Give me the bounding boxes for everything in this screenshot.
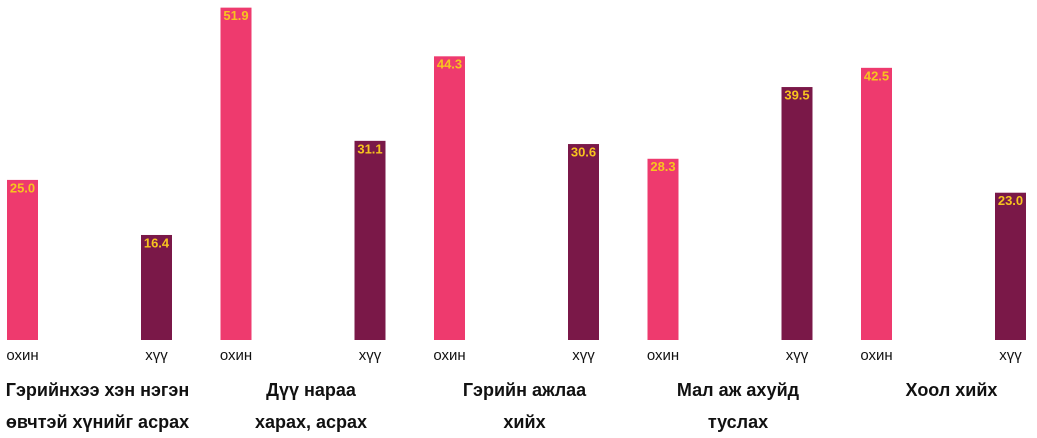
series-label: хүү: [572, 347, 595, 364]
value-label: 44.3: [437, 57, 462, 72]
value-label: 25.0: [10, 180, 35, 195]
series-label: охин: [433, 347, 465, 364]
value-label: 28.3: [650, 159, 675, 174]
category-label: Хоол хийх: [905, 380, 998, 400]
bar: [141, 234, 172, 340]
bar: [781, 87, 813, 340]
category-label: Гэрийнхээ хэн нэгэн өвчтэй хүнийг асрах: [5, 380, 190, 432]
category-label: Дүү нараа харах, асрах: [254, 380, 368, 432]
value-label: 31.1: [357, 141, 382, 156]
bar: [220, 7, 252, 341]
value-label: 51.9: [223, 8, 248, 23]
category-label: Гэрийн ажлаа хийх: [462, 380, 587, 432]
category-label: Мал аж ахуйд туслах: [676, 380, 800, 432]
series-label: охин: [860, 347, 892, 364]
bar: [354, 140, 386, 340]
series-label: охин: [647, 347, 679, 364]
series-label: хүү: [999, 347, 1022, 364]
series-label: хүү: [786, 347, 809, 364]
series-label: хүү: [359, 347, 382, 364]
value-label: 42.5: [864, 68, 889, 83]
bar: [995, 192, 1026, 340]
bar: [647, 158, 679, 340]
value-label: 16.4: [144, 235, 170, 250]
value-label: 23.0: [998, 193, 1023, 208]
bar: [568, 144, 599, 340]
series-label: хүү: [145, 347, 168, 364]
bar: [434, 56, 465, 340]
value-label: 30.6: [571, 144, 596, 159]
series-label: охин: [220, 347, 252, 364]
bar: [861, 67, 892, 340]
series-label: охин: [6, 347, 38, 364]
bar: [7, 179, 38, 340]
value-label: 39.5: [784, 87, 809, 102]
